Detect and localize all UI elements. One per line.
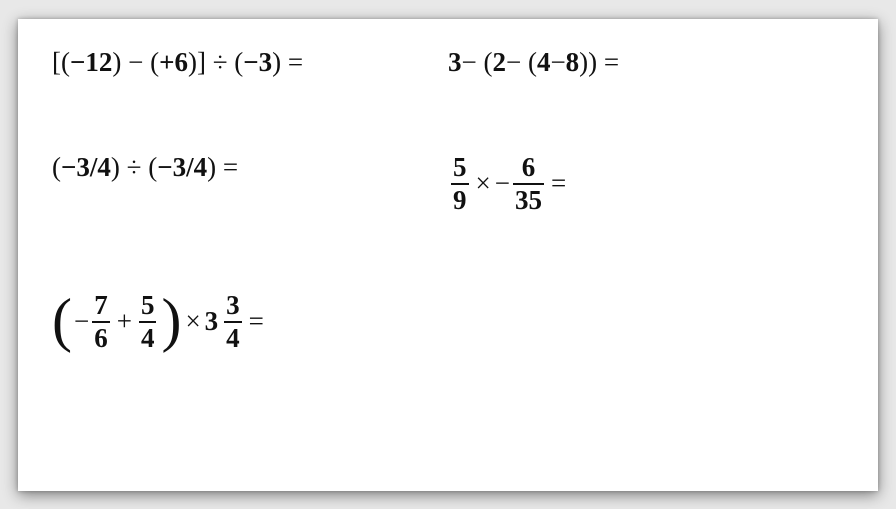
p5-f2-num: 5	[139, 292, 157, 321]
p4-f1-num: 5	[451, 154, 469, 183]
p2-a: 3	[448, 49, 462, 76]
p4-times: ×	[476, 170, 491, 197]
cell-p5: ( − 7 6 + 5 4 ) × 3 3 4 =	[52, 292, 448, 352]
cell-p2: 3 − ( 2 − ( 4 − 8 )) =	[448, 49, 844, 76]
p5-neg: −	[74, 308, 89, 335]
p1-lbr: [(	[52, 49, 70, 76]
p5-frac1: 7 6	[92, 292, 110, 352]
p5-whole: 3	[205, 308, 219, 335]
cell-p1: [( −12 ) − ( +6 )] ÷ ( −3 ) =	[52, 49, 448, 76]
p4-f1-den: 9	[451, 183, 469, 214]
p1-n3: −3	[243, 49, 272, 76]
p5-frac2: 5 4	[139, 292, 157, 352]
problem-5: ( − 7 6 + 5 4 ) × 3 3 4 =	[52, 292, 268, 352]
p4-f2-num: 6	[520, 154, 538, 183]
p5-times: ×	[185, 308, 200, 335]
p3-n2: −3/4	[157, 154, 207, 181]
p4-f2-den: 35	[513, 183, 544, 214]
p1-n2: +6	[159, 49, 188, 76]
p2-s2: − (	[506, 49, 537, 76]
p4-frac1: 5 9	[451, 154, 469, 214]
p5-plus: +	[117, 308, 132, 335]
p1-r3: ) =	[272, 49, 303, 76]
p2-b: 2	[492, 49, 506, 76]
p5-f1-den: 6	[92, 321, 110, 352]
math-card: [( −12 ) − ( +6 )] ÷ ( −3 ) = 3 − ( 2 − …	[18, 19, 878, 491]
p3-r2: ) =	[207, 154, 238, 181]
p1-r2: )] ÷ (	[188, 49, 243, 76]
p5-f3-den: 4	[224, 321, 242, 352]
problem-2: 3 − ( 2 − ( 4 − 8 )) =	[448, 49, 619, 76]
cell-empty	[448, 292, 844, 352]
cell-p4: 5 9 × − 6 35 =	[448, 154, 844, 214]
p4-frac2: 6 35	[513, 154, 544, 214]
row-2: ( −3/4 ) ÷ ( −3/4 ) = 5 9 × − 6 35 =	[52, 154, 844, 214]
p1-r1: ) − (	[112, 49, 159, 76]
p5-f2-den: 4	[139, 321, 157, 352]
p5-frac3: 3 4	[224, 292, 242, 352]
p3-r1: ) ÷ (	[111, 154, 157, 181]
row-1: [( −12 ) − ( +6 )] ÷ ( −3 ) = 3 − ( 2 − …	[52, 49, 844, 76]
p1-n1: −12	[70, 49, 112, 76]
problem-3: ( −3/4 ) ÷ ( −3/4 ) =	[52, 154, 238, 181]
p4-eq: =	[551, 170, 566, 197]
p3-n1: −3/4	[61, 154, 111, 181]
problem-4: 5 9 × − 6 35 =	[448, 154, 570, 214]
problem-1: [( −12 ) − ( +6 )] ÷ ( −3 ) =	[52, 49, 303, 76]
p5-f1-num: 7	[92, 292, 110, 321]
p2-s1: − (	[462, 49, 493, 76]
p4-neg: −	[495, 170, 510, 197]
p3-l1: (	[52, 154, 61, 181]
p2-s3: −	[550, 49, 565, 76]
row-3: ( − 7 6 + 5 4 ) × 3 3 4 =	[52, 292, 844, 352]
p5-eq: =	[249, 308, 264, 335]
p2-c: 4	[537, 49, 551, 76]
p5-f3-num: 3	[224, 292, 242, 321]
p2-d: 8	[566, 49, 580, 76]
p2-s4: )) =	[579, 49, 619, 76]
cell-p3: ( −3/4 ) ÷ ( −3/4 ) =	[52, 154, 448, 214]
